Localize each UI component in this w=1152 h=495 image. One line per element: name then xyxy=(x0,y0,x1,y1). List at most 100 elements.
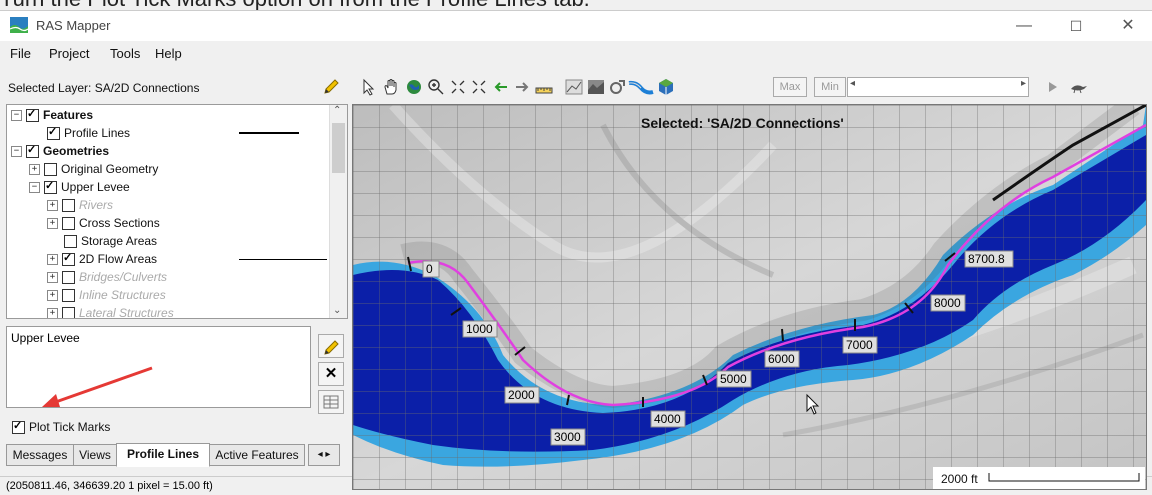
scroll-down-icon[interactable]: ⌄ xyxy=(333,305,342,316)
3d-view-icon[interactable] xyxy=(657,78,675,96)
tree-geometries[interactable]: − Geometries xyxy=(11,142,109,160)
toolbar: Selected Layer: SA/2D Connections Max Mi… xyxy=(0,75,1152,101)
tab-scroll-arrows[interactable]: ◂ ▸ xyxy=(308,444,340,466)
tab-active-features[interactable]: Active Features xyxy=(209,444,305,466)
station-labels: 0 1000 2000 3000 4000 5000 6000 7000 800… xyxy=(422,250,1014,446)
tab-views[interactable]: Views xyxy=(73,444,117,466)
expand-icon[interactable]: + xyxy=(47,217,58,229)
station-label-text: 4000 xyxy=(654,412,681,426)
geometries-checkbox[interactable] xyxy=(26,143,39,158)
tree-rivers[interactable]: + Rivers xyxy=(47,196,113,214)
profile-line-item[interactable]: Upper Levee xyxy=(11,331,80,345)
station-label-text: 8700.8 xyxy=(968,252,1005,266)
expand-icon[interactable]: + xyxy=(47,289,58,301)
flow-areas-checkbox[interactable] xyxy=(62,251,75,266)
map-view[interactable]: 0 1000 2000 3000 4000 5000 6000 7000 800… xyxy=(352,104,1147,490)
station-label-text: 3000 xyxy=(554,430,581,444)
collapse-icon[interactable]: − xyxy=(11,109,22,121)
menu-tools[interactable]: Tools xyxy=(110,46,141,61)
menu-help[interactable]: Help xyxy=(155,46,182,61)
map-canvas[interactable]: 0 1000 2000 3000 4000 5000 6000 7000 800… xyxy=(353,105,1146,489)
expand-icon[interactable]: + xyxy=(47,307,58,318)
tree-scrollbar[interactable]: ⌃ ⌄ xyxy=(329,105,347,318)
plot-tick-marks-option[interactable]: Plot Tick Marks xyxy=(12,418,110,436)
profile-line-list[interactable]: Upper Levee xyxy=(6,326,311,408)
select-arrow-icon[interactable] xyxy=(360,78,378,96)
min-button[interactable]: Min xyxy=(814,77,846,97)
collapse-icon[interactable]: − xyxy=(11,145,22,157)
measure-ruler-icon[interactable] xyxy=(535,78,553,96)
max-button[interactable]: Max xyxy=(773,77,807,97)
storage-areas-checkbox[interactable] xyxy=(64,234,77,248)
slider-right-arrow-icon[interactable]: ▸ xyxy=(1020,78,1026,89)
edit-pencil-icon[interactable] xyxy=(322,78,340,96)
plot-tick-marks-checkbox[interactable] xyxy=(12,419,25,434)
full-extent-icon[interactable] xyxy=(470,78,488,96)
tree-cross-sections[interactable]: + Cross Sections xyxy=(47,214,160,232)
tree-features[interactable]: − Features xyxy=(11,106,93,124)
features-checkbox[interactable] xyxy=(26,107,39,122)
station-label-text: 0 xyxy=(426,262,433,276)
zoom-in-icon[interactable] xyxy=(427,78,445,96)
mouse-cursor-icon xyxy=(806,393,820,415)
scroll-thumb[interactable] xyxy=(332,123,345,173)
expand-icon[interactable]: + xyxy=(29,163,40,175)
close-button[interactable]: ✕ xyxy=(1121,17,1135,34)
play-icon[interactable] xyxy=(1044,78,1062,96)
tree-bridges-culverts[interactable]: + Bridges/Culverts xyxy=(47,268,167,286)
tree-profile-lines-label: Profile Lines xyxy=(64,126,131,140)
zoom-out-extent-icon[interactable] xyxy=(449,78,467,96)
river-layer-icon[interactable] xyxy=(628,78,654,96)
collapse-icon[interactable]: − xyxy=(29,181,40,193)
cross-sections-checkbox[interactable] xyxy=(62,216,75,230)
tree-upper-levee[interactable]: − Upper Levee xyxy=(29,178,130,196)
slider-left-arrow-icon[interactable]: ◂ xyxy=(850,78,856,89)
minimize-button[interactable]: — xyxy=(1016,17,1032,34)
tree-inline-structures-label: Inline Structures xyxy=(79,288,166,302)
properties-table-icon[interactable] xyxy=(318,390,344,414)
station-label-text: 6000 xyxy=(768,352,795,366)
hydraulic-tool-icon[interactable] xyxy=(608,78,626,96)
time-slider[interactable]: ◂ ▸ xyxy=(847,77,1029,97)
station-label: 8700.8 xyxy=(964,250,1014,268)
layer-tree[interactable]: − Features Profile Lines − Geometries + … xyxy=(6,104,348,319)
edit-profile-pencil-icon[interactable] xyxy=(318,334,344,358)
inline-structures-checkbox[interactable] xyxy=(62,288,75,302)
profile-line[interactable] xyxy=(407,123,1146,407)
tree-storage-areas[interactable]: Storage Areas xyxy=(64,232,157,250)
computational-mesh xyxy=(353,105,1146,489)
scroll-up-icon[interactable]: ⌃ xyxy=(333,105,342,116)
maximize-button[interactable]: ☐ xyxy=(1069,18,1083,34)
tab-messages[interactable]: Messages xyxy=(6,444,74,466)
delete-x-icon[interactable]: ✕ xyxy=(318,362,344,386)
tree-lateral-structures[interactable]: + Lateral Structures xyxy=(47,304,174,318)
tree-2d-flow-areas[interactable]: + 2D Flow Areas xyxy=(47,250,157,268)
lateral-structures-checkbox[interactable] xyxy=(62,306,75,318)
rivers-checkbox[interactable] xyxy=(62,198,75,212)
menu-file[interactable]: File xyxy=(10,46,31,61)
expand-icon[interactable]: + xyxy=(47,271,58,283)
tree-original-geometry[interactable]: + Original Geometry xyxy=(29,160,158,178)
expand-icon[interactable]: + xyxy=(47,253,58,265)
station-label-text: 2000 xyxy=(508,388,535,402)
station-label-text: 1000 xyxy=(466,322,493,336)
menu-project[interactable]: Project xyxy=(49,46,90,61)
globe-icon[interactable] xyxy=(405,78,423,96)
station-label: 8000 xyxy=(930,294,966,312)
upper-levee-checkbox[interactable] xyxy=(44,179,57,194)
tab-profile-lines[interactable]: Profile Lines xyxy=(116,443,210,467)
forward-arrow-icon[interactable] xyxy=(513,78,531,96)
profile-plot-icon[interactable] xyxy=(565,78,583,96)
expand-icon[interactable]: + xyxy=(47,199,58,211)
animation-speed-icon[interactable] xyxy=(1068,78,1090,96)
station-label: 1000 xyxy=(462,320,498,338)
original-geometry-checkbox[interactable] xyxy=(44,162,57,176)
profile-lines-checkbox[interactable] xyxy=(47,125,60,140)
tree-storage-areas-label: Storage Areas xyxy=(81,234,158,248)
tree-inline-structures[interactable]: + Inline Structures xyxy=(47,286,166,304)
terrain-layer-icon[interactable] xyxy=(587,78,605,96)
pan-hand-icon[interactable] xyxy=(382,78,400,96)
tree-profile-lines[interactable]: Profile Lines xyxy=(47,124,130,142)
bridges-culverts-checkbox[interactable] xyxy=(62,270,75,284)
back-arrow-icon[interactable] xyxy=(492,78,510,96)
